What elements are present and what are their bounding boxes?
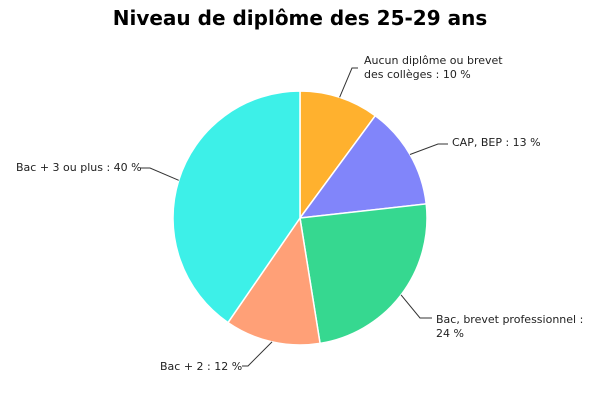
leader-cap-bep bbox=[409, 143, 448, 155]
slice-label-cap-bep: CAP, BEP : 13 % bbox=[452, 136, 541, 149]
slice-label-bac-pro: Bac, brevet professionnel : 24 % bbox=[436, 313, 584, 340]
leader-bac-3-plus bbox=[140, 167, 179, 181]
slice-label-aucun-diplome: Aucun diplôme ou brevet des collèges : 1… bbox=[364, 54, 503, 81]
slice-bac-pro bbox=[299, 203, 428, 345]
slice-bac-2 bbox=[226, 216, 321, 346]
slice-label-bac-2: Bac + 2 : 12 % bbox=[160, 360, 243, 373]
slice-label-bac-3-plus: Bac + 3 ou plus : 40 % bbox=[16, 161, 142, 174]
leader-bac-pro bbox=[400, 294, 432, 319]
chart-title: Niveau de diplôme des 25-29 ans bbox=[112, 6, 488, 30]
leader-bac-2 bbox=[242, 341, 273, 367]
slice-cap-bep bbox=[298, 114, 428, 219]
slice-bac-3-plus bbox=[172, 90, 301, 324]
slice-aucun-diplome bbox=[299, 90, 377, 221]
leader-aucun-diplome bbox=[339, 67, 358, 98]
